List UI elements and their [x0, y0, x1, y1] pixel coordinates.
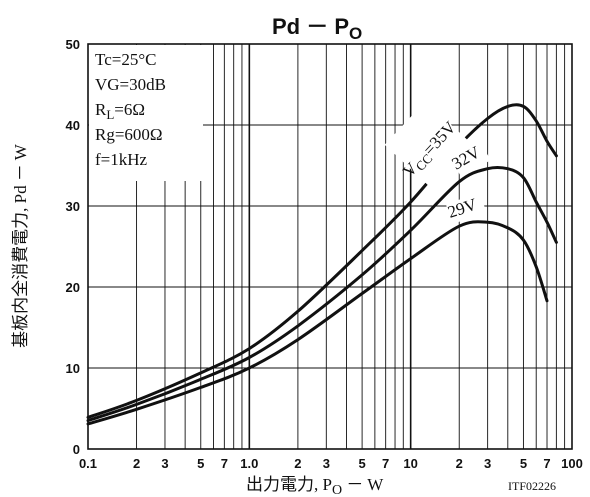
figure-code: ITF02226	[508, 479, 556, 493]
label-bg-35v	[384, 100, 476, 192]
x-tick-label: 1.0	[240, 456, 258, 471]
y-tick-label: 30	[66, 199, 80, 214]
curve-29v	[86, 220, 549, 426]
x-tick-label: 3	[161, 456, 168, 471]
plot-frame	[87, 43, 573, 450]
curves	[86, 103, 558, 426]
label-bg-32v	[451, 142, 491, 178]
x-tick-label: 0.1	[79, 456, 97, 471]
condition-vg: VG=30dB	[95, 75, 166, 94]
x-tick-label: 3	[484, 456, 491, 471]
x-tick-label: 7	[221, 456, 228, 471]
grid	[88, 44, 572, 449]
x-tick-label: 5	[197, 456, 204, 471]
x-tick-label: 5	[358, 456, 365, 471]
x-tick-label: 2	[456, 456, 463, 471]
condition-rg: Rg=600Ω	[95, 125, 163, 144]
x-tick-label: 5	[520, 456, 527, 471]
curve-35v	[86, 103, 558, 419]
y-tick-label: 10	[66, 361, 80, 376]
y-tick-label: 0	[73, 442, 80, 457]
x-tick-labels: 0.1 2 3 5 7 1.0 2 3 5 7 10 2 3 5 7 100	[79, 456, 583, 471]
y-tick-label: 50	[66, 37, 80, 52]
y-axis-label: 基板内全消費電力, Pd － W	[11, 143, 30, 348]
x-tick-label: 7	[382, 456, 389, 471]
curve-32v	[86, 165, 558, 423]
condition-tc: Tc=25°C	[95, 50, 156, 69]
x-tick-label: 2	[133, 456, 140, 471]
y-tick-label: 20	[66, 280, 80, 295]
x-tick-label: 100	[561, 456, 583, 471]
x-tick-label: 3	[323, 456, 330, 471]
x-axis-label: 出力電力, PO － W	[246, 475, 384, 497]
condition-rl: RL=6Ω	[95, 100, 145, 122]
y-tick-labels: 0 10 20 30 40 50	[66, 37, 80, 457]
y-tick-label: 40	[66, 118, 80, 133]
conditions-box	[89, 45, 203, 181]
label-bg-29v	[445, 192, 487, 225]
conditions: Tc=25°C VG=30dB RL=6Ω Rg=600Ω f=1kHz	[95, 50, 166, 169]
chart-title: Pd － PO	[272, 14, 362, 43]
x-tick-label: 2	[294, 456, 301, 471]
x-tick-label: 7	[543, 456, 550, 471]
condition-f: f=1kHz	[95, 150, 148, 169]
x-tick-label: 10	[403, 456, 417, 471]
